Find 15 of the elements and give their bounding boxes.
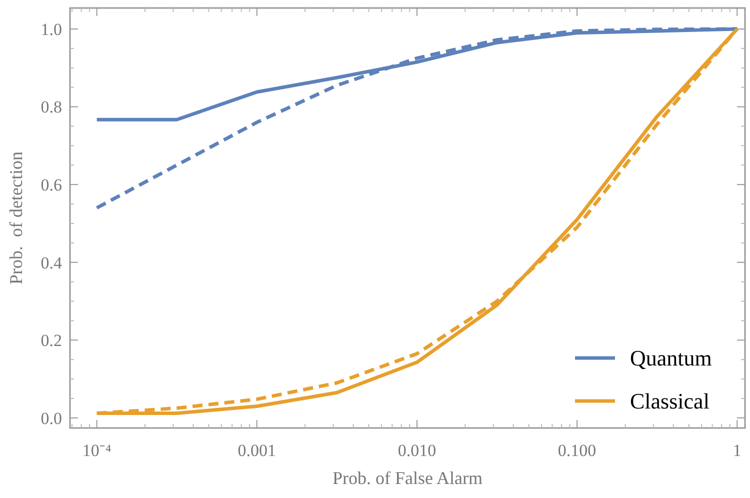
legend-label: Classical — [630, 388, 710, 414]
x-tick-label: 10⁻⁴ — [82, 441, 112, 460]
y-tick-label: 0.8 — [40, 98, 62, 117]
y-tick-label: 0.0 — [40, 408, 62, 428]
y-tick-label: 0.2 — [40, 331, 62, 350]
x-tick-label: 0.001 — [238, 441, 276, 460]
y-tick-label: 0.6 — [40, 176, 62, 195]
y-axis-title: Prob. of detection — [6, 152, 26, 284]
x-tick-label: 0.010 — [398, 441, 436, 460]
x-tick-label: 0.100 — [558, 441, 596, 460]
y-tick-label: 0.4 — [40, 253, 62, 272]
legend-label: Quantum — [630, 346, 712, 371]
x-tick-label: 1 — [732, 441, 742, 460]
x-axis-title: Prob. of False Alarm — [332, 468, 482, 488]
y-tick-label: 1.0 — [40, 20, 62, 39]
